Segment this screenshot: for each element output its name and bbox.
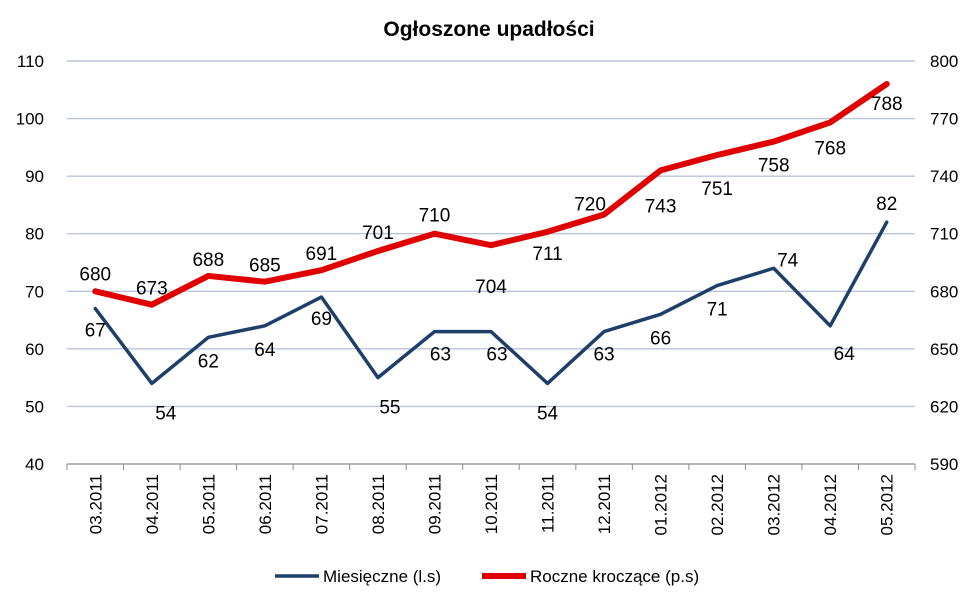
x-tick-label: 12.2011	[595, 474, 614, 534]
data-label-rolling: 710	[419, 206, 451, 227]
x-tick-label: 07.2011	[312, 474, 331, 534]
gridlines	[67, 60, 915, 465]
x-tick-label: 11.2011	[539, 474, 558, 533]
data-label-monthly: 67	[85, 321, 106, 342]
right-tick-label: 740	[930, 167, 958, 186]
data-label-monthly: 71	[707, 300, 728, 321]
data-label-monthly: 69	[311, 309, 332, 330]
right-tick-label: 710	[930, 225, 958, 244]
data-label-rolling: 704	[475, 277, 507, 298]
x-tick-label: 01.2012	[652, 474, 671, 535]
data-label-monthly: 63	[593, 345, 614, 366]
data-label-monthly: 62	[198, 351, 219, 372]
series-lines	[92, 81, 890, 386]
data-label-rolling: 688	[192, 250, 224, 271]
x-tick-label: 03.2011	[86, 474, 105, 534]
right-axis: 590 620 650 680 710 740 770 800	[930, 52, 958, 474]
legend: Miesięczne (l.s) Roczne kroczące (p.s)	[275, 567, 699, 586]
data-label-monthly: 54	[155, 403, 177, 424]
x-tick-label: 10.2011	[482, 474, 501, 534]
x-tick-label: 06.2011	[256, 474, 275, 534]
chart-title: Ogłoszone upadłości	[383, 18, 594, 41]
data-label-monthly: 55	[379, 398, 400, 419]
x-tick-label: 05.2012	[878, 474, 897, 535]
data-label-monthly: 64	[834, 344, 856, 365]
right-tick-label: 680	[930, 282, 958, 301]
right-tick-label: 590	[930, 455, 958, 474]
data-label-monthly: 74	[777, 250, 799, 271]
x-tick-label: 04.2012	[821, 474, 840, 535]
data-label-rolling: 701	[362, 223, 394, 244]
data-label-rolling: 758	[758, 156, 790, 177]
data-label-monthly: 63	[486, 345, 507, 366]
data-label-rolling: 680	[79, 264, 111, 285]
legend-label-monthly: Miesięczne (l.s)	[323, 567, 441, 586]
left-tick-label: 110	[17, 52, 44, 71]
left-tick-label: 60	[25, 340, 44, 359]
left-tick-label: 50	[25, 397, 44, 416]
x-axis: 03.2011 04.2011 05.2011 06.2011 07.2011 08.20…	[66, 464, 916, 535]
left-axis: 40 50 60 70 80 90 100 110	[16, 52, 44, 474]
data-label-rolling: 768	[814, 138, 846, 159]
x-tick-label: 03.2012	[765, 474, 784, 535]
right-tick-label: 650	[930, 340, 958, 359]
data-label-monthly: 63	[430, 345, 451, 366]
series-line-monthly	[93, 220, 889, 386]
data-label-monthly: 66	[650, 328, 671, 349]
data-label-rolling: 751	[701, 179, 733, 200]
data-label-rolling: 788	[871, 94, 903, 115]
data-label-rolling: 673	[136, 279, 168, 300]
data-label-monthly: 64	[254, 340, 276, 361]
series-line-rolling	[92, 81, 890, 308]
data-labels: 67 54 62 64 69 55 63 63 54 63 66 71 74 64 82 680 673 688 6…	[79, 94, 902, 424]
left-tick-label: 40	[25, 455, 44, 474]
legend-label-rolling: Roczne kroczące (p.s)	[530, 567, 699, 586]
data-label-rolling: 685	[249, 256, 281, 277]
data-label-monthly: 82	[876, 194, 897, 215]
data-label-monthly: 54	[537, 403, 559, 424]
right-tick-label: 800	[930, 52, 958, 71]
data-label-rolling: 691	[306, 244, 338, 265]
data-label-rolling: 711	[532, 244, 562, 265]
left-tick-label: 80	[25, 225, 44, 244]
left-tick-label: 90	[25, 167, 44, 186]
data-label-rolling: 743	[645, 196, 677, 217]
left-tick-label: 70	[25, 282, 44, 301]
data-label-rolling: 720	[574, 195, 606, 216]
x-tick-label: 08.2011	[369, 474, 388, 534]
x-tick-label: 09.2011	[425, 474, 444, 534]
x-tick-label: 05.2011	[199, 474, 218, 534]
x-tick-label: 02.2012	[708, 474, 727, 535]
right-tick-label: 770	[930, 110, 958, 129]
left-tick-label: 100	[16, 110, 44, 129]
x-tick-label: 04.2011	[143, 474, 162, 534]
right-tick-label: 620	[930, 397, 958, 416]
